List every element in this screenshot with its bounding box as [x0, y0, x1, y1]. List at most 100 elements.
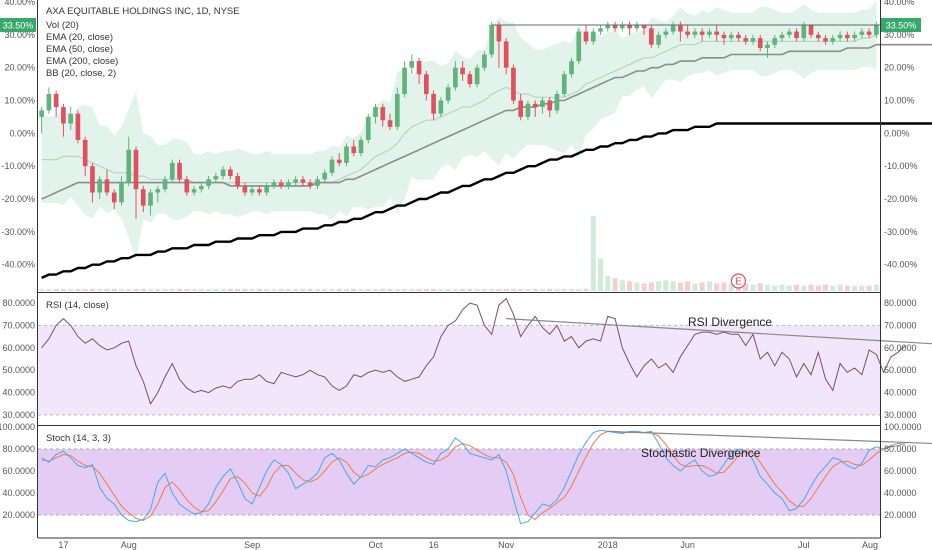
candle-body: [750, 38, 756, 42]
price-tick-right: 30.00%: [884, 30, 915, 40]
volume-bar: [561, 288, 567, 291]
candle-body: [53, 93, 59, 108]
candle-body: [540, 100, 545, 108]
stoch-divergence-line: [607, 430, 932, 445]
volume-bar: [97, 288, 103, 291]
candle-body: [46, 93, 52, 111]
candle-body: [300, 179, 306, 183]
indicator-legend: Vol (20): [46, 20, 79, 31]
volume-bar: [677, 282, 683, 291]
price-tick-right: 0.00%: [884, 128, 910, 138]
candle-body: [380, 107, 386, 121]
volume-bar: [612, 278, 618, 291]
price-tick-left: -40.00%: [1, 260, 35, 270]
candle-body: [460, 67, 465, 75]
candle-body: [612, 24, 618, 29]
volume-bar: [278, 288, 284, 291]
x-tick-label: Jun: [680, 540, 695, 550]
volume-bar: [859, 285, 865, 291]
candle-body: [387, 120, 393, 127]
x-axis: 17 Aug Sep Oct 16 Nov 2018 Jun Jul Aug: [58, 540, 878, 550]
candle-body: [489, 24, 494, 55]
volume-bar: [235, 288, 241, 291]
stoch-divergence-label: Stochastic Divergence: [641, 446, 761, 460]
candle-body: [736, 34, 741, 39]
volume-bar: [82, 288, 88, 291]
price-tick-left: 30.00%: [4, 30, 35, 40]
volume-bar: [844, 285, 850, 291]
volume-bar: [343, 288, 350, 291]
candle-body: [714, 31, 720, 35]
indicator-legend: EMA (50, close): [46, 44, 113, 55]
volume-bar: [227, 288, 233, 291]
volume-bar: [75, 288, 81, 291]
volume-bar: [365, 288, 371, 291]
indicator-legend: BB (20, close, 2): [46, 68, 116, 79]
volume-bar: [692, 283, 698, 291]
volume-bar: [627, 281, 633, 291]
volume-bar: [416, 288, 422, 291]
volume-bar: [53, 288, 59, 291]
candle-body: [97, 179, 103, 193]
candle-body: [140, 189, 146, 206]
candle-body: [823, 38, 828, 42]
candle-body: [699, 31, 705, 35]
volume-bar: [293, 288, 299, 291]
volume-bar: [307, 288, 313, 291]
x-tick-label: 16: [429, 540, 439, 550]
candle-body: [852, 34, 857, 39]
candle-body: [845, 34, 850, 39]
volume-bar: [619, 280, 625, 291]
candle-body: [634, 24, 640, 29]
candle-body: [365, 116, 371, 140]
rsi-tick-left: 70.0000: [2, 320, 35, 330]
price-tick-right: -10.00%: [884, 161, 918, 171]
volume-bar: [177, 288, 183, 291]
volume-bar: [264, 288, 270, 291]
volume-bar: [191, 288, 197, 291]
rsi-band: [38, 325, 880, 416]
price-badge-left: 33.50%: [3, 20, 34, 30]
candle-body: [692, 31, 698, 35]
candle-body: [344, 146, 349, 163]
volume-bar: [743, 283, 749, 291]
volume-bar: [198, 288, 204, 291]
candle-body: [75, 113, 81, 140]
candle-body: [198, 185, 204, 190]
rsi-tick-right: 30.0000: [884, 410, 917, 420]
candle-body: [278, 182, 284, 186]
rsi-tick-left: 30.0000: [2, 410, 35, 420]
rsi-divergence-line: [506, 318, 932, 345]
volume-bar: [808, 284, 814, 291]
candle-body: [728, 34, 734, 39]
x-tick-label: Nov: [498, 540, 515, 550]
volume-bar: [467, 288, 473, 291]
volume-bar: [104, 288, 110, 291]
candle-body: [663, 31, 669, 35]
candle-body: [293, 179, 299, 183]
volume-bar: [358, 288, 364, 291]
candle-body: [104, 179, 110, 193]
candle-body: [583, 31, 589, 42]
volume-bar: [670, 281, 676, 291]
candle-body: [656, 34, 661, 45]
candle-body: [126, 149, 132, 183]
candle-body: [220, 169, 226, 177]
stoch-tick-left: 60.0000: [2, 466, 35, 476]
volume-bar: [496, 288, 502, 291]
stoch-tick-left: 100.0000: [0, 422, 35, 432]
candle-body: [249, 189, 255, 193]
stoch-band: [38, 449, 880, 515]
rsi-title: RSI (14, close): [46, 300, 109, 311]
volume-bar: [213, 288, 219, 291]
candle-body: [569, 61, 574, 75]
volume-bar: [539, 288, 546, 291]
volume-bar: [721, 282, 727, 291]
volume-bar: [714, 283, 720, 291]
volume-bar: [656, 281, 662, 291]
candle-body: [859, 31, 865, 35]
price-tick-right: -20.00%: [884, 194, 918, 204]
volume-bar: [793, 284, 800, 291]
candle-body: [590, 31, 596, 42]
stoch-tick-right: 20.0000: [884, 510, 917, 520]
